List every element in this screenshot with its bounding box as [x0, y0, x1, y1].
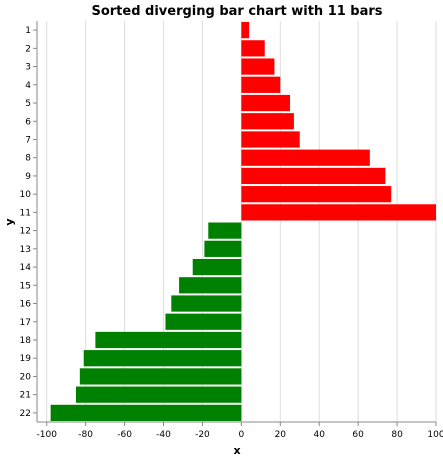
x-tick-label: -20 [195, 430, 210, 440]
y-tick-label: 14 [20, 263, 32, 273]
y-tick-label: 9 [25, 172, 31, 182]
x-tick-label: -80 [78, 430, 93, 440]
y-tick-label: 10 [20, 190, 32, 200]
chart-title: Sorted diverging bar chart with 11 bars [91, 4, 382, 19]
y-tick-label: 5 [25, 99, 31, 109]
bar-13 [204, 240, 242, 257]
y-tick-label: 21 [20, 391, 31, 401]
y-tick-label: 20 [20, 372, 32, 382]
x-tick-label: 0 [238, 430, 244, 440]
bar-7 [241, 131, 300, 148]
bar-15 [179, 277, 242, 294]
x-axis-title: x [233, 444, 240, 457]
bar-14 [192, 258, 242, 276]
x-tick-label: 100 [427, 430, 443, 440]
y-tick-label: 15 [20, 281, 31, 291]
bar-2 [241, 40, 265, 57]
bar-10 [241, 186, 392, 203]
y-tick-label: 2 [25, 44, 31, 54]
bar-17 [165, 313, 242, 330]
y-axis-title: y [3, 218, 16, 225]
bar-20 [79, 368, 242, 385]
y-tick-label: 4 [25, 81, 31, 91]
y-tick-label: 1 [25, 26, 31, 36]
x-tick-label: 80 [391, 430, 403, 440]
y-tick-label: 11 [20, 208, 31, 218]
bar-11 [241, 204, 436, 221]
x-tick-label: 40 [313, 430, 325, 440]
y-tick-label: 8 [25, 154, 31, 164]
y-tick-label: 17 [20, 318, 31, 328]
bar-1 [241, 22, 250, 39]
bar-22 [50, 404, 242, 421]
y-tick-label: 22 [20, 409, 31, 419]
bar-18 [95, 331, 242, 349]
y-tick-label: 19 [20, 354, 32, 364]
axes: 12345678910111213141516171819202122-100-… [20, 21, 443, 440]
x-tick-label: 60 [352, 430, 364, 440]
bar-16 [171, 295, 242, 312]
y-tick-label: 3 [25, 63, 31, 73]
bar-3 [241, 58, 275, 75]
bars [50, 22, 436, 421]
y-tick-label: 16 [20, 300, 32, 310]
x-tick-label: -100 [37, 430, 58, 440]
y-tick-label: 7 [25, 135, 31, 145]
x-tick-label: 20 [275, 430, 287, 440]
bar-6 [241, 113, 294, 130]
bar-12 [208, 222, 242, 239]
x-tick-label: -60 [117, 430, 132, 440]
bar-4 [241, 76, 281, 93]
bar-19 [83, 350, 242, 367]
y-tick-label: 6 [25, 117, 31, 127]
y-tick-label: 13 [20, 245, 31, 255]
y-tick-label: 12 [20, 227, 31, 237]
bar-9 [241, 167, 386, 185]
bar-8 [241, 149, 370, 166]
y-tick-label: 18 [20, 336, 32, 346]
bar-21 [75, 386, 242, 403]
bar-5 [241, 94, 291, 112]
x-tick-label: -40 [156, 430, 171, 440]
